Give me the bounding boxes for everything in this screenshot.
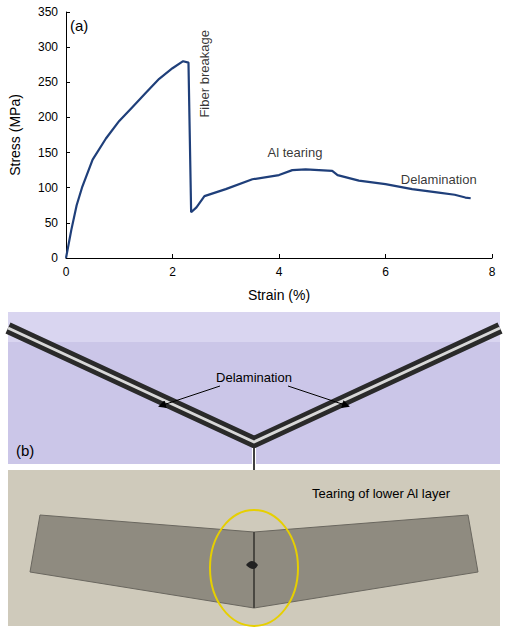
svg-text:Delamination: Delamination bbox=[216, 370, 292, 385]
svg-text:300: 300 bbox=[38, 40, 58, 54]
svg-text:100: 100 bbox=[38, 181, 58, 195]
svg-text:Tearing of lower Al layer: Tearing of lower Al layer bbox=[312, 486, 451, 501]
svg-text:(a): (a) bbox=[70, 17, 88, 34]
svg-text:250: 250 bbox=[38, 75, 58, 89]
svg-text:50: 50 bbox=[45, 216, 59, 230]
svg-text:Delamination: Delamination bbox=[401, 172, 477, 187]
svg-text:Al tearing: Al tearing bbox=[268, 145, 323, 160]
svg-text:8: 8 bbox=[489, 265, 496, 279]
svg-text:350: 350 bbox=[38, 5, 58, 19]
svg-text:(b): (b) bbox=[16, 442, 34, 459]
svg-text:6: 6 bbox=[382, 265, 389, 279]
svg-text:0: 0 bbox=[63, 265, 70, 279]
svg-text:Fiber breakage: Fiber breakage bbox=[197, 30, 212, 117]
svg-text:Stress (MPa): Stress (MPa) bbox=[7, 94, 23, 176]
svg-text:200: 200 bbox=[38, 110, 58, 124]
svg-text:2: 2 bbox=[169, 265, 176, 279]
svg-text:0: 0 bbox=[51, 251, 58, 265]
svg-text:4: 4 bbox=[276, 265, 283, 279]
svg-text:Strain (%): Strain (%) bbox=[248, 287, 310, 303]
svg-text:150: 150 bbox=[38, 146, 58, 160]
